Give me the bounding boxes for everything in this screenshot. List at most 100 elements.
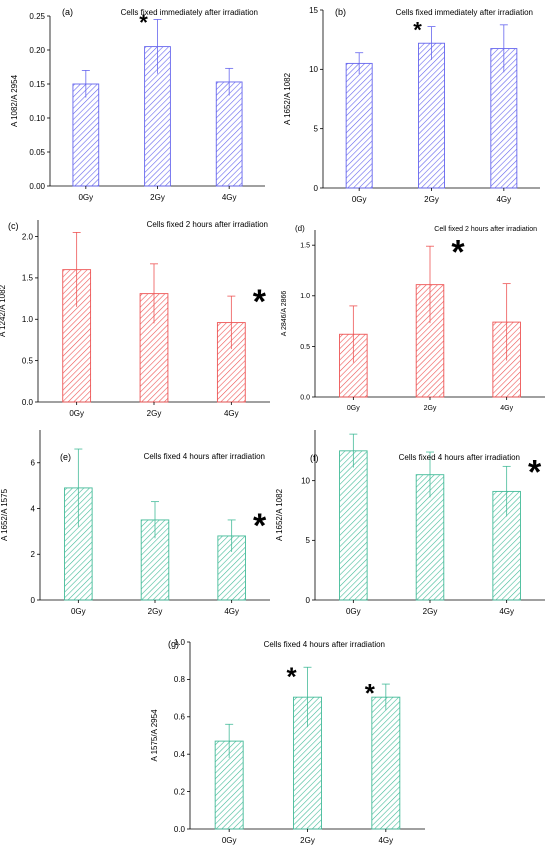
bar-4Gy <box>371 696 401 830</box>
chart-panel-e: 0 2 4 6 A 1652/A 1575 0Gy 2Gy 4Gy Cells fixed 4 … <box>0 430 275 630</box>
panel-letter: (a) <box>62 7 73 17</box>
y-tick-label: 0.8 <box>174 675 186 684</box>
y-tick-label: 2 <box>31 550 36 559</box>
bar-0Gy <box>339 450 368 601</box>
bar-0Gy <box>72 83 100 187</box>
significance-star: * <box>139 10 148 35</box>
significance-star: * <box>253 283 267 321</box>
y-tick-label: 6 <box>31 459 36 468</box>
x-tick-label: 4Gy <box>496 195 511 204</box>
significance-star: * <box>286 661 297 691</box>
x-tick-label: 4Gy <box>378 836 393 845</box>
x-tick-label: 0Gy <box>222 836 237 845</box>
y-tick-label: 0 <box>314 184 319 193</box>
significance-star: * <box>413 17 422 42</box>
x-tick-label: 2Gy <box>424 405 437 412</box>
significance-star: * <box>451 233 465 271</box>
panel-letter: (e) <box>60 452 71 462</box>
y-tick-label: 1.0 <box>174 638 186 647</box>
chart-title: Cell fixed 2 hours after irradiation <box>434 226 537 233</box>
x-tick-label: 0Gy <box>347 405 360 412</box>
y-tick-label: 1.0 <box>300 293 310 300</box>
chart-panel-c: 0.0 0.5 1.0 1.5 2.0 A 1242/A 1082 0Gy 2Gy 4Gy Cel… <box>0 215 275 430</box>
chart-e: 0 2 4 6 A 1652/A 1575 0Gy 2Gy 4Gy Cells fixed 4 … <box>0 430 270 616</box>
y-tick-label: 5 <box>306 536 311 545</box>
bar-2Gy <box>418 42 445 189</box>
x-tick-label: 2Gy <box>147 409 162 418</box>
panel-letter: (f) <box>310 453 319 463</box>
x-tick-label: 4Gy <box>224 409 239 418</box>
y-tick-label: 4 <box>31 504 36 513</box>
y-tick-label: 0.5 <box>22 356 34 365</box>
x-tick-label: 2Gy <box>148 607 163 616</box>
y-tick-label: 2.0 <box>22 232 34 241</box>
panel-letter: (b) <box>335 7 346 17</box>
x-tick-label: 2Gy <box>300 836 315 845</box>
y-tick-label: 1.5 <box>300 243 310 250</box>
chart-panel-d: 0.0 0.5 1.0 1.5 A 2846/A 2866 0Gy 2Gy 4Gy Cell f… <box>275 215 550 430</box>
y-axis-label: A 1575/A 2954 <box>150 709 159 762</box>
bar-4Gy <box>215 81 243 187</box>
chart-d: 0.0 0.5 1.0 1.5 A 2846/A 2866 0Gy 2Gy 4Gy Cell f… <box>281 224 545 412</box>
x-tick-label: 4Gy <box>224 607 239 616</box>
y-tick-label: 0.0 <box>300 394 310 401</box>
y-tick-label: 0.05 <box>29 148 45 157</box>
x-tick-label: 0Gy <box>71 607 86 616</box>
panel-letter: (g) <box>168 639 179 649</box>
y-tick-label: 1.0 <box>22 315 34 324</box>
chart-panel-f: 0 5 10 A 1652/A 1082 0Gy 2Gy 4Gy Cells fixed 4 … <box>275 430 550 630</box>
chart-title: Cells fixed 4 hours after irradiation <box>399 453 520 462</box>
chart-title: Cells fixed 4 hours after irradiation <box>144 452 265 461</box>
x-tick-label: 2Gy <box>423 607 438 616</box>
y-tick-label: 0.0 <box>22 398 34 407</box>
x-tick-label: 2Gy <box>150 193 165 202</box>
chart-panel-a: 0.00 0.05 0.10 0.15 0.20 0.25 A 1082/A 2954 0Gy… <box>0 0 275 215</box>
y-axis-label: A 1652/A 1082 <box>275 488 284 541</box>
y-axis-label: A 1652/A 1082 <box>283 72 292 125</box>
x-tick-label: 2Gy <box>424 195 439 204</box>
panel-letter: (d) <box>295 224 305 233</box>
bar-0Gy <box>345 62 373 189</box>
y-tick-label: 0.20 <box>29 46 45 55</box>
significance-star: * <box>528 453 542 491</box>
significance-star: * <box>253 507 267 545</box>
x-tick-label: 0Gy <box>78 193 93 202</box>
y-tick-label: 10 <box>309 65 318 74</box>
y-tick-label: 0 <box>31 596 36 605</box>
y-tick-label: 0.25 <box>29 12 45 21</box>
x-tick-label: 0Gy <box>346 607 361 616</box>
chart-a: 0.00 0.05 0.10 0.15 0.20 0.25 A 1082/A 2954 0Gy… <box>10 7 265 202</box>
y-tick-label: 0.0 <box>174 825 186 834</box>
x-tick-label: 4Gy <box>499 607 514 616</box>
x-tick-label: 4Gy <box>222 193 237 202</box>
y-tick-label: 0.5 <box>300 344 310 351</box>
y-tick-label: 5 <box>314 124 319 133</box>
y-tick-label: 0.15 <box>29 80 45 89</box>
y-tick-label: 0.10 <box>29 114 45 123</box>
significance-star: * <box>365 678 376 708</box>
y-tick-label: 15 <box>309 6 318 15</box>
chart-b: 0 5 10 15 A 1652/A 1082 0Gy 2Gy 4Gy Cells fixed … <box>283 6 540 204</box>
chart-c: 0.0 0.5 1.0 1.5 2.0 A 1242/A 1082 0Gy 2Gy 4Gy Cel… <box>0 220 270 418</box>
y-axis-label: A 2846/A 2866 <box>281 291 288 337</box>
chart-title: Cells fixed 2 hours after irradiation <box>147 220 268 229</box>
y-tick-label: 0.2 <box>174 787 186 796</box>
chart-title: Cells fixed immediately after irradiatio… <box>121 8 258 17</box>
y-axis-label: A 1242/A 1082 <box>0 284 7 337</box>
y-tick-label: 1.5 <box>22 274 34 283</box>
chart-title: Cells fixed 4 hours after irradiation <box>264 640 385 649</box>
x-tick-label: 0Gy <box>352 195 367 204</box>
y-tick-label: 0.6 <box>174 713 186 722</box>
chart-panel-g: 0.0 0.2 0.4 0.6 0.8 1.0 A 1575/A 2954 0Gy 2Gy 4Gy… <box>150 630 430 852</box>
chart-f: 0 5 10 A 1652/A 1082 0Gy 2Gy 4Gy Cells fixed 4 … <box>275 430 545 616</box>
x-tick-label: 4Gy <box>500 405 513 412</box>
chart-title: Cells fixed immediately after irradiatio… <box>396 8 533 17</box>
chart-g: 0.0 0.2 0.4 0.6 0.8 1.0 A 1575/A 2954 0Gy 2Gy 4Gy… <box>150 638 425 845</box>
y-tick-label: 0 <box>306 596 311 605</box>
y-axis-label: A 1652/A 1575 <box>0 488 9 541</box>
chart-panel-b: 0 5 10 15 A 1652/A 1082 0Gy 2Gy 4Gy Cells fixed … <box>275 0 550 215</box>
y-axis-label: A 1082/A 2954 <box>10 74 19 127</box>
x-tick-label: 0Gy <box>69 409 84 418</box>
y-tick-label: 10 <box>301 476 310 485</box>
y-tick-label: 0.4 <box>174 750 186 759</box>
